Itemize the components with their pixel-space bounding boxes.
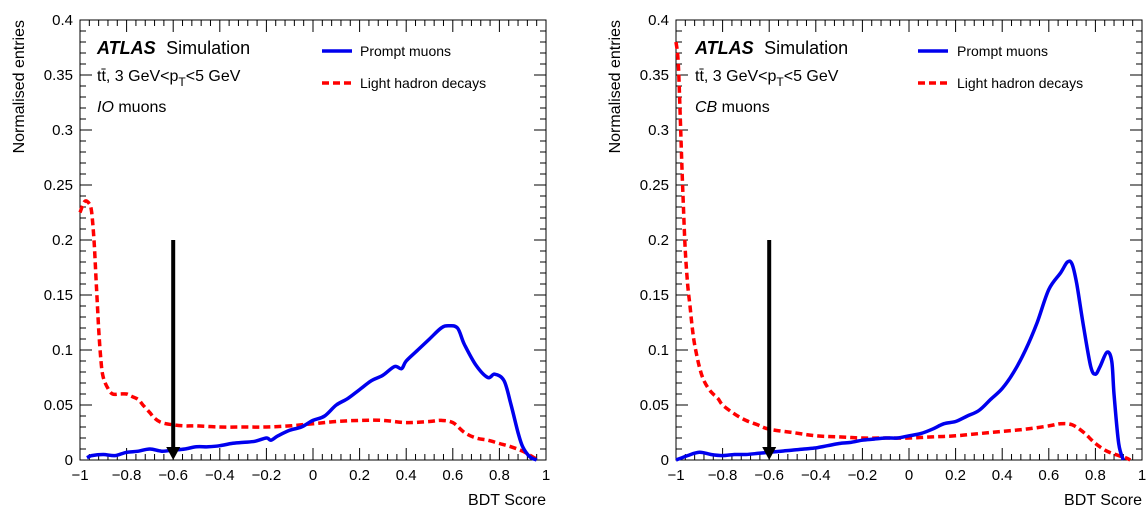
panel-left: −1 −0.8 −0.6 −0.4 −0.2 0 0.2 0.4 0.6 0.8… [11,12,550,509]
y-tick-label: 0.05 [640,397,669,414]
svg-text:ATLAS Simulation: ATLAS Simulation [694,38,848,58]
annotation-right: ATLAS Simulation tt̄, 3 GeV<pT<5 GeV CB … [694,38,848,116]
y-tick-label: 0.15 [640,287,669,304]
x-tick-label: 0.6 [1038,467,1059,484]
annotation-left: ATLAS Simulation tt̄, 3 GeV<pT<5 GeV IO … [96,38,250,116]
x-tick-label: −0.6 [158,467,188,484]
y-tick-label: 0.05 [44,397,73,414]
y-tick-label: 0.25 [44,177,73,194]
series-light-hadron-decays-line [78,199,540,462]
y-axis-title-left: Normalised entries [11,20,28,153]
y-tick-label: 0.2 [648,232,669,249]
series-prompt-muons-line [675,259,1126,462]
x-tick-label: 0.4 [992,467,1013,484]
x-tick-label: 0.8 [1085,467,1106,484]
simulation-label: Simulation [166,38,250,58]
y-tick-label: 0.1 [648,342,669,359]
legend-left: Prompt muons Light hadron decays [322,43,486,91]
y-tick-label: 0.4 [648,12,669,29]
x-tick-label: 0.8 [489,467,510,484]
x-tick-label: 0.6 [442,467,463,484]
x-tick-label: −0.8 [708,467,738,484]
x-tick-label: 0.4 [396,467,417,484]
x-tick-labels-right: −1 −0.8 −0.6 −0.4 −0.2 0 0.2 0.4 0.6 0.8… [667,467,1146,484]
x-axis-title-right: BDT Score [1064,492,1142,509]
simulation-label: Simulation [764,38,848,58]
y-tick-label: 0.2 [52,232,73,249]
y-tick-label: 0.3 [648,122,669,139]
series-light-hadron-decays-line [674,41,1132,462]
ticks-left [79,19,547,461]
y-tick-label: 0 [65,452,73,469]
series-prompt-muons-line [86,323,538,462]
x-tick-label: 0.2 [945,467,966,484]
cut-arrow-right [762,240,777,460]
y-tick-label: 0.25 [640,177,669,194]
x-tick-label: −0.8 [112,467,142,484]
x-tick-label: 0 [905,467,913,484]
legend-label-light-hadron-decays: Light hadron decays [360,75,486,91]
y-tick-labels-right: 0 0.05 0.1 0.15 0.2 0.25 0.3 0.35 0.4 [640,12,669,469]
cut-arrow-head [166,447,181,460]
x-tick-label: −0.2 [848,467,878,484]
muon-type-label: IO muons [97,99,166,116]
muon-type-label: CB muons [695,99,770,116]
panel-right: −1 −0.8 −0.6 −0.4 −0.2 0 0.2 0.4 0.6 0.8… [607,12,1146,509]
y-axis-title-right: Normalised entries [607,20,624,153]
y-tick-label: 0.35 [640,67,669,84]
x-tick-label: −0.4 [205,467,235,484]
x-tick-label: 0.2 [349,467,370,484]
x-tick-labels-left: −1 −0.8 −0.6 −0.4 −0.2 0 0.2 0.4 0.6 0.8… [71,467,550,484]
process-label: tt̄, 3 GeV<pT<5 GeV [695,68,839,89]
legend-right: Prompt muons Light hadron decays [918,43,1083,91]
y-tick-label: 0.15 [44,287,73,304]
y-tick-label: 0.3 [52,122,73,139]
legend-label-light-hadron-decays: Light hadron decays [957,75,1083,91]
x-tick-label: −0.4 [801,467,831,484]
x-tick-label: −0.2 [252,467,282,484]
cut-arrow-left [166,240,181,460]
y-tick-labels-left: 0 0.05 0.1 0.15 0.2 0.25 0.3 0.35 0.4 [44,12,73,469]
legend-label-prompt-muons: Prompt muons [957,43,1048,59]
x-tick-label: −0.6 [754,467,784,484]
svg-text:ATLAS Simulation: ATLAS Simulation [96,38,250,58]
y-tick-label: 0.35 [44,67,73,84]
cut-arrow-head [762,447,777,460]
atlas-label: ATLAS [96,38,156,58]
legend-label-prompt-muons: Prompt muons [360,43,451,59]
atlas-label: ATLAS [694,38,754,58]
y-tick-label: 0 [661,452,669,469]
x-tick-label: 0 [309,467,317,484]
y-tick-label: 0.1 [52,342,73,359]
x-tick-label: −1 [71,467,88,484]
x-tick-label: −1 [667,467,684,484]
x-axis-title-left: BDT Score [468,492,546,509]
y-tick-label: 0.4 [52,12,73,29]
x-tick-label: 1 [542,467,550,484]
x-tick-label: 1 [1138,467,1146,484]
process-label: tt̄, 3 GeV<pT<5 GeV [97,68,241,89]
